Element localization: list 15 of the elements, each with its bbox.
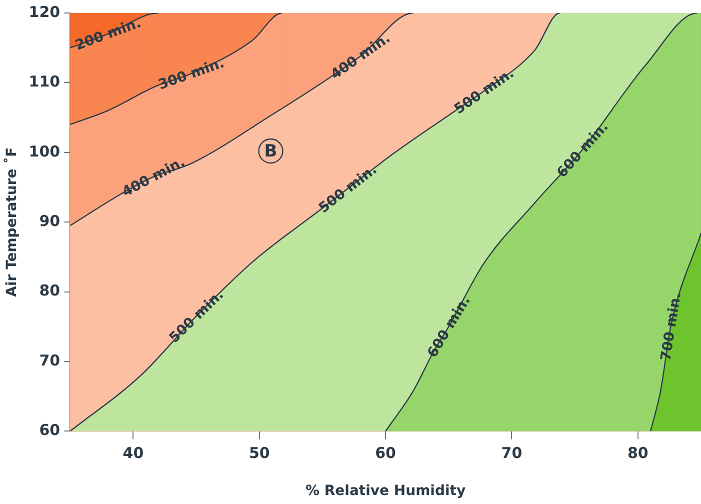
annotation: B: [264, 141, 278, 162]
x-axis-title: % Relative Humidity: [305, 483, 466, 500]
y-tick-label: 110: [28, 72, 60, 91]
y-tick-label: 70: [39, 351, 60, 370]
x-tick-label: 60: [375, 444, 396, 462]
y-tick-label: 90: [39, 212, 60, 230]
y-tick-label: 120: [28, 2, 60, 21]
y-tick-label: 80: [39, 282, 60, 300]
y-tick-label: 60: [39, 421, 60, 440]
y-tick-label: 100: [28, 142, 60, 160]
x-tick-label: 50: [248, 444, 270, 462]
x-tick-label: 40: [122, 444, 144, 462]
x-tick-label: 70: [501, 444, 522, 462]
y-axis-title: Air Temperature ˚F: [3, 147, 20, 297]
x-tick-label: 80: [627, 444, 648, 462]
